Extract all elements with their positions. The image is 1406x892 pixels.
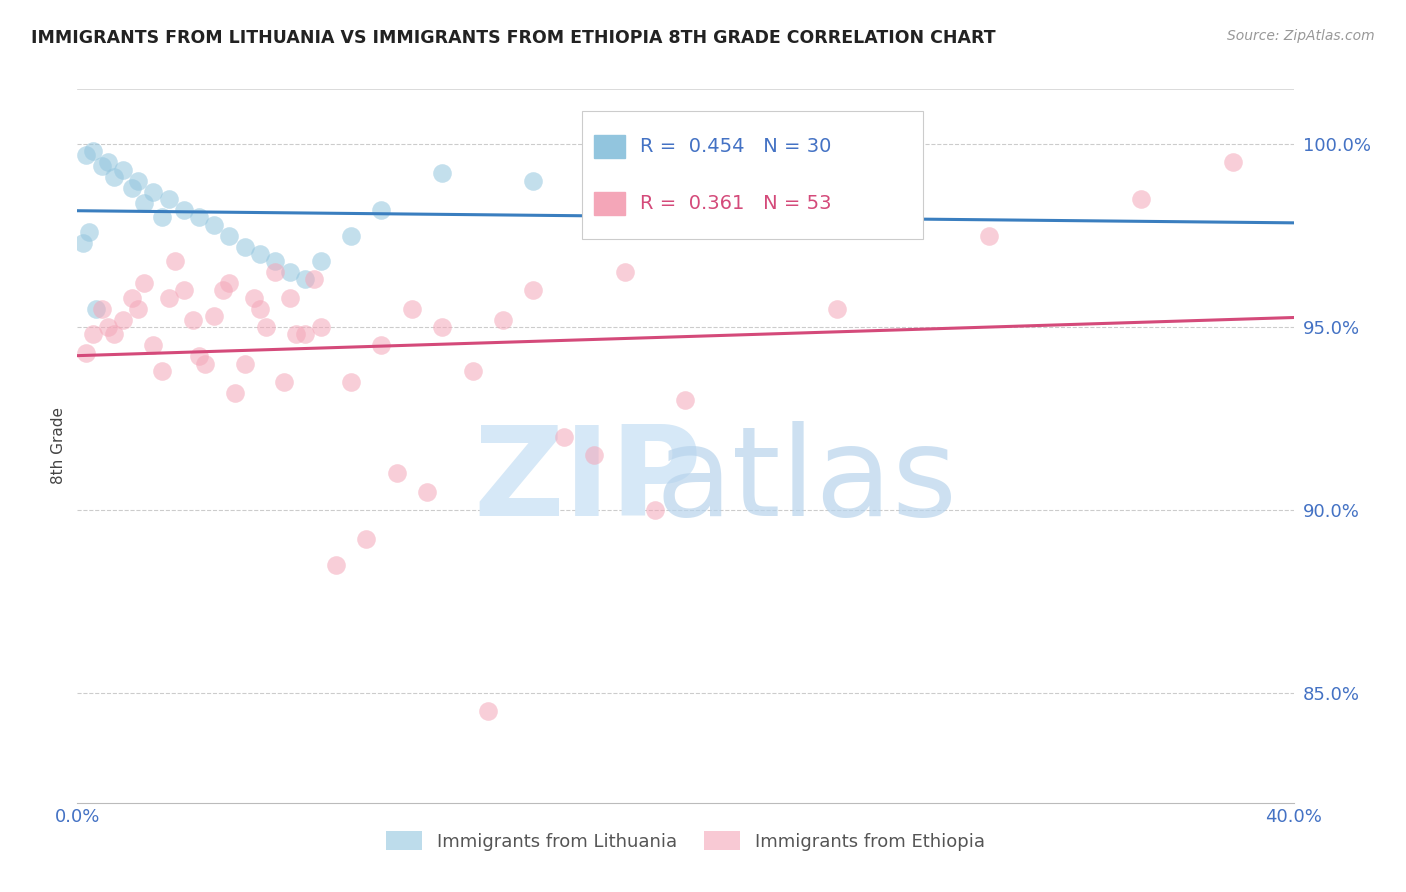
Point	[675, 393, 697, 408]
Point	[553, 430, 575, 444]
Point	[97, 155, 120, 169]
Point	[249, 301, 271, 316]
Point	[90, 159, 112, 173]
Point	[254, 320, 277, 334]
Point	[157, 192, 180, 206]
Legend: Immigrants from Lithuania, Immigrants from Ethiopia: Immigrants from Lithuania, Immigrants fr…	[380, 824, 991, 858]
Point	[1130, 192, 1153, 206]
Point	[163, 254, 186, 268]
Point	[79, 225, 101, 239]
Y-axis label: 8th Grade: 8th Grade	[51, 408, 66, 484]
Point	[492, 312, 515, 326]
Point	[340, 228, 363, 243]
Point	[111, 312, 134, 326]
Point	[142, 338, 165, 352]
Point	[233, 357, 256, 371]
Point	[75, 345, 97, 359]
Point	[111, 162, 134, 177]
Point	[202, 218, 225, 232]
Point	[152, 211, 174, 225]
Point	[142, 185, 165, 199]
Point	[385, 467, 408, 481]
Point	[285, 327, 308, 342]
Point	[212, 284, 235, 298]
Point	[273, 375, 295, 389]
Point	[134, 195, 156, 210]
Point	[304, 272, 326, 286]
Point	[82, 145, 104, 159]
Point	[134, 276, 156, 290]
Point	[84, 301, 107, 316]
Point	[188, 211, 211, 225]
Point	[202, 309, 225, 323]
Point	[97, 320, 120, 334]
Point	[218, 228, 240, 243]
Text: Source: ZipAtlas.com: Source: ZipAtlas.com	[1227, 29, 1375, 43]
Point	[370, 202, 392, 217]
Point	[72, 235, 94, 250]
Point	[583, 448, 606, 462]
Point	[644, 503, 666, 517]
Point	[401, 301, 423, 316]
Point	[218, 276, 240, 290]
Point	[233, 239, 256, 253]
Point	[264, 265, 287, 279]
Point	[522, 284, 544, 298]
Point	[194, 357, 217, 371]
Point	[613, 152, 636, 166]
Point	[127, 301, 149, 316]
Point	[613, 265, 636, 279]
Point	[188, 349, 211, 363]
Point	[522, 174, 544, 188]
Point	[173, 202, 195, 217]
Point	[103, 169, 125, 184]
Point	[75, 148, 97, 162]
Point	[1222, 155, 1244, 169]
Text: ZIP: ZIP	[474, 421, 703, 542]
Point	[294, 272, 316, 286]
Point	[278, 291, 301, 305]
Point	[354, 533, 377, 547]
Point	[181, 312, 204, 326]
Point	[224, 386, 246, 401]
Point	[278, 265, 301, 279]
Point	[461, 364, 484, 378]
Text: R =  0.361   N = 53: R = 0.361 N = 53	[640, 194, 831, 213]
Point	[127, 174, 149, 188]
FancyBboxPatch shape	[582, 111, 922, 239]
Point	[294, 327, 316, 342]
Point	[370, 338, 392, 352]
Point	[979, 228, 1001, 243]
Text: atlas: atlas	[657, 421, 957, 542]
Point	[152, 364, 174, 378]
Bar	[595, 135, 626, 158]
Point	[264, 254, 287, 268]
Point	[340, 375, 363, 389]
Point	[827, 301, 849, 316]
Point	[82, 327, 104, 342]
Point	[173, 284, 195, 298]
Point	[121, 291, 143, 305]
Point	[90, 301, 112, 316]
Text: IMMIGRANTS FROM LITHUANIA VS IMMIGRANTS FROM ETHIOPIA 8TH GRADE CORRELATION CHAR: IMMIGRANTS FROM LITHUANIA VS IMMIGRANTS …	[31, 29, 995, 46]
Point	[477, 704, 499, 718]
Point	[249, 247, 271, 261]
Point	[430, 320, 453, 334]
Text: R =  0.454   N = 30: R = 0.454 N = 30	[640, 136, 831, 156]
Point	[157, 291, 180, 305]
Bar	[595, 192, 626, 215]
Point	[416, 484, 439, 499]
Point	[242, 291, 264, 305]
Point	[103, 327, 125, 342]
Point	[325, 558, 347, 572]
Point	[121, 181, 143, 195]
Point	[309, 254, 332, 268]
Point	[309, 320, 332, 334]
Point	[430, 166, 453, 180]
